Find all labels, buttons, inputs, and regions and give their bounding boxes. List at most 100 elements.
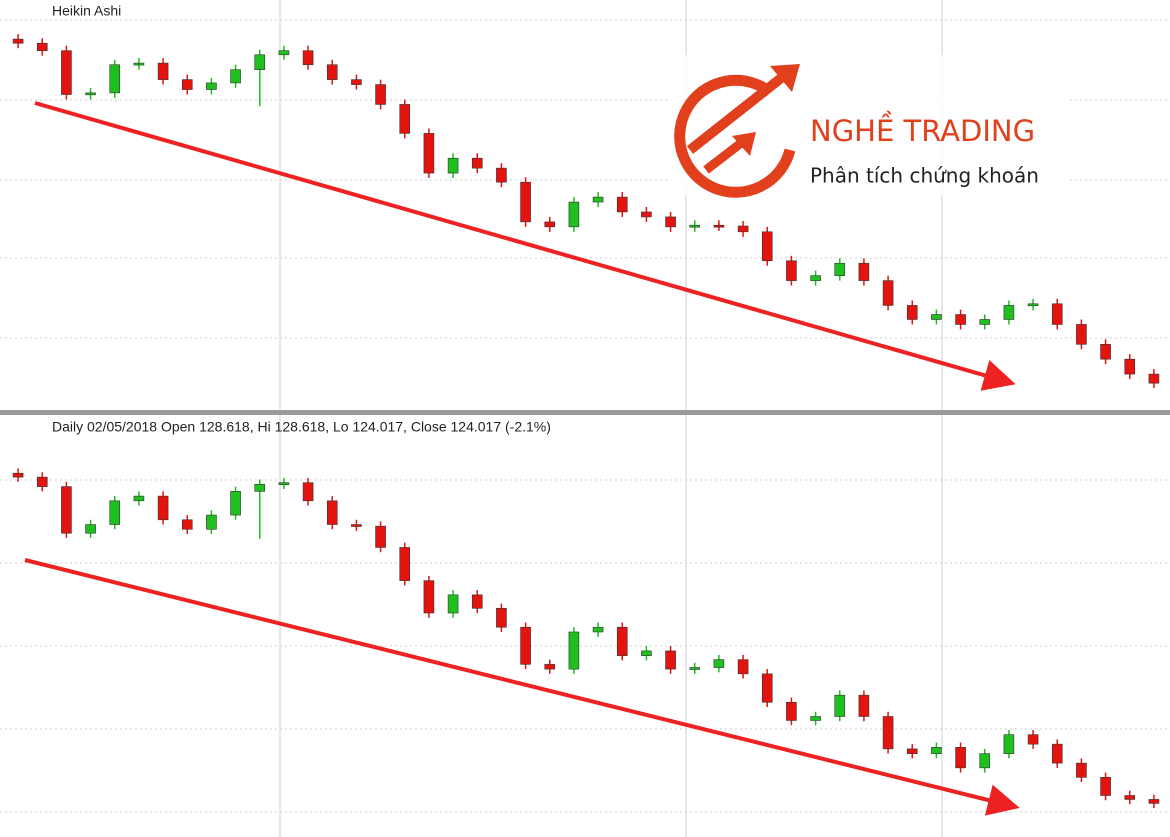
candle-body <box>1148 799 1160 804</box>
candle-body <box>1124 795 1136 800</box>
candle-body <box>1051 743 1063 764</box>
candle-body <box>109 500 121 525</box>
candle-body <box>1100 777 1111 796</box>
candle-body <box>592 626 604 633</box>
candle-body <box>423 133 435 174</box>
logo-arrow <box>703 136 748 174</box>
candle-body <box>665 216 676 228</box>
chart-title: Daily 02/05/2018 Open 128.618, Hi 128.61… <box>52 419 551 435</box>
candle-body <box>786 260 797 281</box>
candle-body <box>1003 305 1015 320</box>
candle-body <box>810 716 821 721</box>
candle-body <box>568 631 580 670</box>
candle-body <box>1027 734 1039 745</box>
candle-body <box>882 280 894 306</box>
candle-body <box>834 262 846 276</box>
candle-body <box>302 50 314 66</box>
candle-body <box>1100 344 1111 360</box>
candle-body <box>12 38 24 44</box>
candle-body <box>278 50 290 56</box>
candle-body <box>1076 324 1087 345</box>
logo-name: NGHỀ TRADING <box>810 111 1035 148</box>
logo-arrow-head <box>732 132 756 156</box>
candle-body <box>1027 303 1039 307</box>
candle-body <box>955 747 966 769</box>
candle-body <box>689 667 701 670</box>
candle-body <box>181 79 193 90</box>
candle-body <box>955 314 966 325</box>
candle-body <box>616 196 628 213</box>
candle-body <box>399 104 411 134</box>
candle-body <box>36 42 48 51</box>
logo-arrow <box>686 71 789 154</box>
candle-body <box>906 305 918 320</box>
logo-arrow-head <box>770 64 800 92</box>
candle-body <box>906 748 918 754</box>
candle-body <box>641 650 652 656</box>
candle-body <box>979 753 991 769</box>
candle-body <box>665 650 676 670</box>
panel-separator <box>0 410 1170 415</box>
candle-body <box>713 224 725 228</box>
candle-body <box>61 50 72 95</box>
candle-body <box>1003 734 1015 754</box>
candle-body <box>858 262 870 281</box>
candle-body <box>351 524 362 527</box>
candle-body <box>641 211 652 218</box>
candles <box>12 34 1160 809</box>
candle-body <box>471 157 483 169</box>
candle-body <box>568 201 580 228</box>
candle-body <box>399 547 411 581</box>
candle-body <box>36 476 48 487</box>
candle-body <box>471 594 483 609</box>
candle-body <box>254 54 266 70</box>
candle-body <box>351 79 362 85</box>
candle-body <box>447 594 459 614</box>
candle-body <box>496 167 507 183</box>
candle-body <box>544 664 556 670</box>
candle-body <box>882 716 894 750</box>
candle-body <box>761 673 773 703</box>
candle-body <box>254 483 266 492</box>
candle-body <box>61 486 72 534</box>
candle-body <box>616 626 628 656</box>
candle-body <box>109 64 121 94</box>
chart-title: Heikin Ashi <box>52 3 121 19</box>
candle-body <box>206 514 217 530</box>
trend-arrow <box>34 101 1016 391</box>
candle-body <box>931 747 942 754</box>
candle-body <box>375 84 386 105</box>
candle-body <box>592 196 604 203</box>
candle-body <box>423 580 435 614</box>
candle-body <box>133 62 145 66</box>
candle-body <box>206 82 217 90</box>
candle-body <box>858 694 870 717</box>
candle-body <box>1051 303 1063 325</box>
candle-body <box>931 314 942 320</box>
candle-body <box>1148 373 1160 384</box>
candle-body <box>544 221 556 228</box>
candle-body <box>302 482 314 502</box>
candle-body <box>520 626 531 665</box>
candle-body <box>761 231 773 262</box>
candle-body <box>157 495 169 521</box>
candle-body <box>810 275 821 281</box>
candle-body <box>85 524 96 534</box>
candle-body <box>737 225 749 233</box>
candle-body <box>326 500 338 525</box>
candle-body <box>133 495 145 502</box>
candle-body <box>230 491 241 516</box>
candle-body <box>230 69 241 84</box>
candle-body <box>181 519 193 530</box>
candle-body <box>12 472 24 478</box>
candle-body <box>278 482 290 485</box>
trend-arrow <box>24 558 1020 816</box>
candle-body <box>713 659 725 668</box>
candle-body <box>496 607 507 628</box>
candle-body <box>786 701 797 721</box>
candle-body <box>834 694 846 717</box>
candle-body <box>737 659 749 675</box>
candle-body <box>520 181 531 223</box>
logo-ring <box>674 74 796 198</box>
